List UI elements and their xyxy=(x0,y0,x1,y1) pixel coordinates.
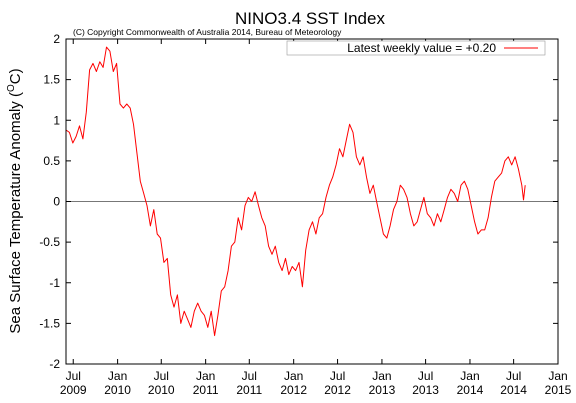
x-tick-label-month: Jan xyxy=(196,369,215,383)
x-tick-label-month: Jan xyxy=(460,369,479,383)
chart-title: NINO3.4 SST Index xyxy=(235,9,385,28)
x-tick-label-year: 2012 xyxy=(324,383,351,397)
y-tick-label: 1.5 xyxy=(43,73,60,87)
y-axis-label-close: ) xyxy=(7,68,24,73)
x-tick-label-year: 2013 xyxy=(412,383,439,397)
y-tick-label: 0 xyxy=(53,195,60,209)
y-tick-label: -0.5 xyxy=(39,235,60,249)
x-tick-label-year: 2015 xyxy=(545,383,572,397)
x-tick-label-year: 2010 xyxy=(104,383,131,397)
plot-frame xyxy=(65,38,559,365)
y-axis-label: Sea Surface Temperature Anomaly (OC) xyxy=(6,68,24,333)
series-line-nino34 xyxy=(65,46,526,337)
x-tick-label-year: 2013 xyxy=(369,383,396,397)
x-tick-label-month: Jul xyxy=(330,369,345,383)
y-tick-label: -2 xyxy=(49,357,60,371)
x-tick-label-year: 2012 xyxy=(280,383,307,397)
x-tick-label-year: 2014 xyxy=(500,383,527,397)
y-tick-label: -1.5 xyxy=(39,316,60,330)
y-tick-label: 2 xyxy=(53,32,60,46)
x-tick-label-month: Jul xyxy=(154,369,169,383)
y-axis-ticks: -2 -1.5 -1 -0.5 0 0.5 1 1.5 2 xyxy=(39,32,558,371)
x-tick-label-month: Jan xyxy=(372,369,391,383)
x-tick-label-month: Jan xyxy=(284,369,303,383)
y-axis-label-text: Sea Surface Temperature Anomaly ( xyxy=(7,92,24,334)
y-tick-label: -1 xyxy=(49,276,60,290)
x-tick-label-year: 2009 xyxy=(60,383,87,397)
y-axis-label-unit: C xyxy=(7,73,24,84)
svg-text:Sea Surface Temperature Anomal: Sea Surface Temperature Anomaly (OC) xyxy=(6,68,24,333)
x-tick-label-month: Jan xyxy=(108,369,127,383)
x-tick-label-month: Jul xyxy=(418,369,433,383)
x-tick-label-month: Jul xyxy=(242,369,257,383)
x-tick-label-month: Jul xyxy=(66,369,81,383)
y-axis-label-sup: O xyxy=(6,84,17,92)
legend: Latest weekly value = +0.20 xyxy=(286,40,546,56)
x-tick-label-year: 2011 xyxy=(236,383,262,397)
y-tick-label: 1 xyxy=(53,113,60,127)
x-tick-label-month: Jul xyxy=(506,369,521,383)
legend-box xyxy=(286,40,546,56)
chart-subtitle: (C) Copyright Commonwealth of Australia … xyxy=(73,27,342,37)
x-axis-ticks: Jul2009Jan2010Jul2010Jan2011Jul2011Jan20… xyxy=(60,39,572,397)
legend-label: Latest weekly value = +0.20 xyxy=(347,41,496,55)
x-tick-label-year: 2014 xyxy=(457,383,484,397)
x-tick-label-year: 2010 xyxy=(148,383,175,397)
x-tick-label-month: Jan xyxy=(548,369,567,383)
y-tick-label: 0.5 xyxy=(43,154,60,168)
x-tick-label-year: 2011 xyxy=(193,383,219,397)
